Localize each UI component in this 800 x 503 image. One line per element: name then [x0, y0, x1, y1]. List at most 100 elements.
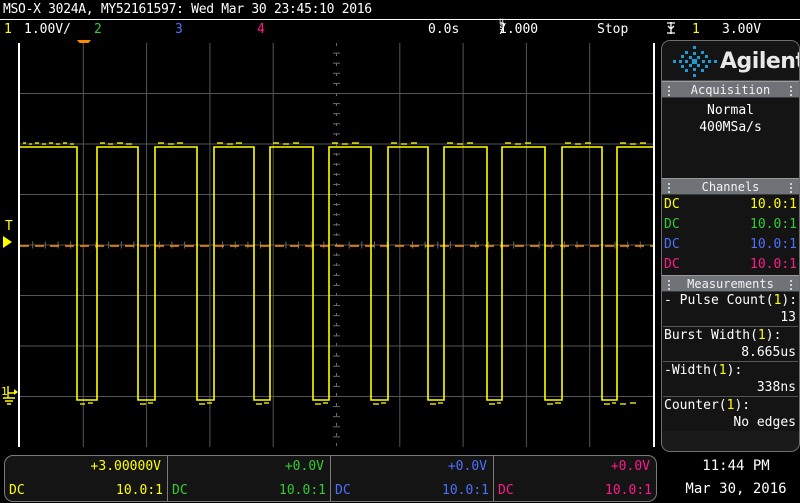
channel-coupling: DC: [172, 483, 188, 498]
trigger-edge-icon: [665, 20, 677, 43]
acquisition-header-label: Acquisition: [690, 83, 771, 97]
channel-row[interactable]: DC 10.0:1: [662, 215, 799, 235]
channel-1-settings[interactable]: +3.00000V DC 10.0:1: [4, 455, 168, 502]
channels-section-header[interactable]: Channels: [662, 178, 799, 195]
clock-display: 11:44 PM Mar 30, 2016: [672, 455, 800, 502]
measurement-item[interactable]: Burst Width(1): 8.665us: [662, 327, 799, 361]
grip-dots-right-icon: [790, 183, 793, 193]
acquisition-section-body: Normal 400MSa/s: [662, 98, 799, 178]
measurement-item[interactable]: -Width(1): 338ns: [662, 362, 799, 396]
grip-dots-left-icon: [668, 86, 671, 96]
channel-coupling: DC: [664, 237, 680, 252]
clock-time: 11:44 PM: [702, 458, 770, 474]
measurement-item[interactable]: Counter(1): No edges: [662, 397, 799, 431]
measurements-section-body: - Pulse Count(1): 13 Burst Width(1): 8.6…: [662, 292, 799, 431]
grip-dots-right-icon: [790, 280, 793, 290]
channel-probe-ratio: 10.0:1: [279, 483, 326, 498]
channel-2-indicator[interactable]: 2: [94, 22, 102, 37]
divider: [663, 326, 798, 327]
channel-4-settings[interactable]: +0.0V DC 10.0:1: [493, 455, 657, 502]
measurements-header-label: Measurements: [687, 277, 774, 291]
measurement-name-prefix: -Width(: [664, 363, 719, 378]
acquisition-section-header[interactable]: Acquisition: [662, 81, 799, 98]
time-delay-value[interactable]: 0.0s: [428, 22, 460, 37]
measurement-name-suffix: ):: [734, 398, 751, 413]
measurements-section-header[interactable]: Measurements: [662, 275, 799, 292]
graticule-grid: [20, 43, 653, 447]
divider: [663, 396, 798, 397]
channel-coupling: DC: [664, 257, 680, 272]
timebase-unit-numerator: µ: [499, 16, 504, 25]
measurement-name-suffix: ):: [781, 293, 798, 308]
channel-probe-ratio: 10.0:1: [750, 197, 797, 212]
channel-3-indicator[interactable]: 3: [175, 22, 183, 37]
channel-1-indicator[interactable]: 1: [4, 22, 12, 37]
measurement-name-prefix: Counter(: [664, 398, 727, 413]
timebase-number: 1.000: [499, 22, 539, 37]
measurement-name-suffix: ):: [726, 363, 743, 378]
channel-3-settings[interactable]: +0.0V DC 10.0:1: [330, 455, 494, 502]
channel-1-waveform: [20, 142, 653, 405]
channel-coupling: DC: [498, 483, 514, 498]
measurement-source: 1: [718, 363, 727, 378]
trigger-level-value[interactable]: 3.00V: [722, 22, 762, 37]
channels-section-body: DC 10.0:1 DC 10.0:1 DC 10.0:1 DC 10.0:1: [662, 195, 799, 275]
run-state[interactable]: Stop: [597, 22, 629, 37]
measurement-value: 8.665us: [741, 345, 796, 360]
measurement-source: 1: [726, 398, 735, 413]
measurement-source: 1: [757, 328, 766, 343]
channel-probe-ratio: 10.0:1: [442, 483, 489, 498]
channel-coupling: DC: [9, 483, 25, 498]
channel-probe-ratio: 10.0:1: [116, 483, 163, 498]
measurement-name-prefix: Burst Width(: [664, 328, 758, 343]
waveform-display-area[interactable]: T 1: [0, 40, 660, 452]
measurement-value: 13: [780, 310, 796, 325]
measurement-source: 1: [773, 293, 782, 308]
channel-coupling: DC: [664, 217, 680, 232]
measurement-value: 338ns: [756, 380, 796, 395]
graticule-frame: [18, 43, 655, 447]
channel-probe-ratio: 10.0:1: [750, 257, 797, 272]
channel-offset: +3.00000V: [90, 459, 161, 474]
channel-probe-ratio: 10.0:1: [605, 483, 652, 498]
side-info-panel: Agilent Acquisition Normal 400MSa/s Chan…: [661, 40, 800, 452]
measurement-name-suffix: ):: [765, 328, 782, 343]
channel-row[interactable]: DC 10.0:1: [662, 255, 799, 275]
divider: [663, 361, 798, 362]
acquisition-mode: Normal: [707, 103, 754, 118]
channel-coupling: DC: [664, 197, 680, 212]
channel-offset: +0.0V: [284, 459, 324, 474]
trigger-level-arrow[interactable]: [3, 236, 12, 248]
channels-header-label: Channels: [701, 180, 760, 194]
timebase-unit-denominator: s: [499, 23, 504, 32]
instrument-title: MSO-X 3024A, MY52161597: Wed Mar 30 23:4…: [3, 2, 372, 17]
channel-row[interactable]: DC 10.0:1: [662, 235, 799, 255]
acquisition-sample-rate: 400MSa/s: [699, 120, 762, 135]
channel-4-indicator[interactable]: 4: [257, 22, 265, 37]
agilent-starburst-logo: [672, 45, 718, 82]
channel-1-scale[interactable]: 1.00V/: [24, 22, 71, 37]
channel-offset: +0.0V: [447, 459, 487, 474]
measurement-item[interactable]: - Pulse Count(1): 13: [662, 292, 799, 326]
channel-2-settings[interactable]: +0.0V DC 10.0:1: [167, 455, 331, 502]
channel-row[interactable]: DC 10.0:1: [662, 195, 799, 215]
channel-probe-ratio: 10.0:1: [750, 217, 797, 232]
measurement-name-prefix: - Pulse Count(: [664, 293, 774, 308]
trigger-source[interactable]: 1: [692, 22, 700, 37]
timebase-suffix: /: [499, 22, 507, 37]
measurement-value: No edges: [733, 415, 796, 430]
grip-dots-left-icon: [668, 280, 671, 290]
brand-header: Agilent: [662, 41, 799, 81]
clock-date: Mar 30, 2016: [685, 481, 787, 497]
bottom-status-bar: +3.00000V DC 10.0:1 +0.0V DC 10.0:1 +0.0…: [0, 455, 800, 503]
brand-name: Agilent: [720, 49, 800, 74]
svg-text:1: 1: [1, 385, 8, 398]
channel-coupling: DC: [335, 483, 351, 498]
ground-symbol-icon[interactable]: 1: [1, 384, 19, 412]
channel-probe-ratio: 10.0:1: [750, 237, 797, 252]
channel-offset: +0.0V: [610, 459, 650, 474]
trigger-level-label: T: [5, 219, 13, 234]
top-status-bar: 1 1.00V/ 2 3 4 0.0s 1.000 µ s / Stop 1 3.00…: [0, 16, 800, 43]
